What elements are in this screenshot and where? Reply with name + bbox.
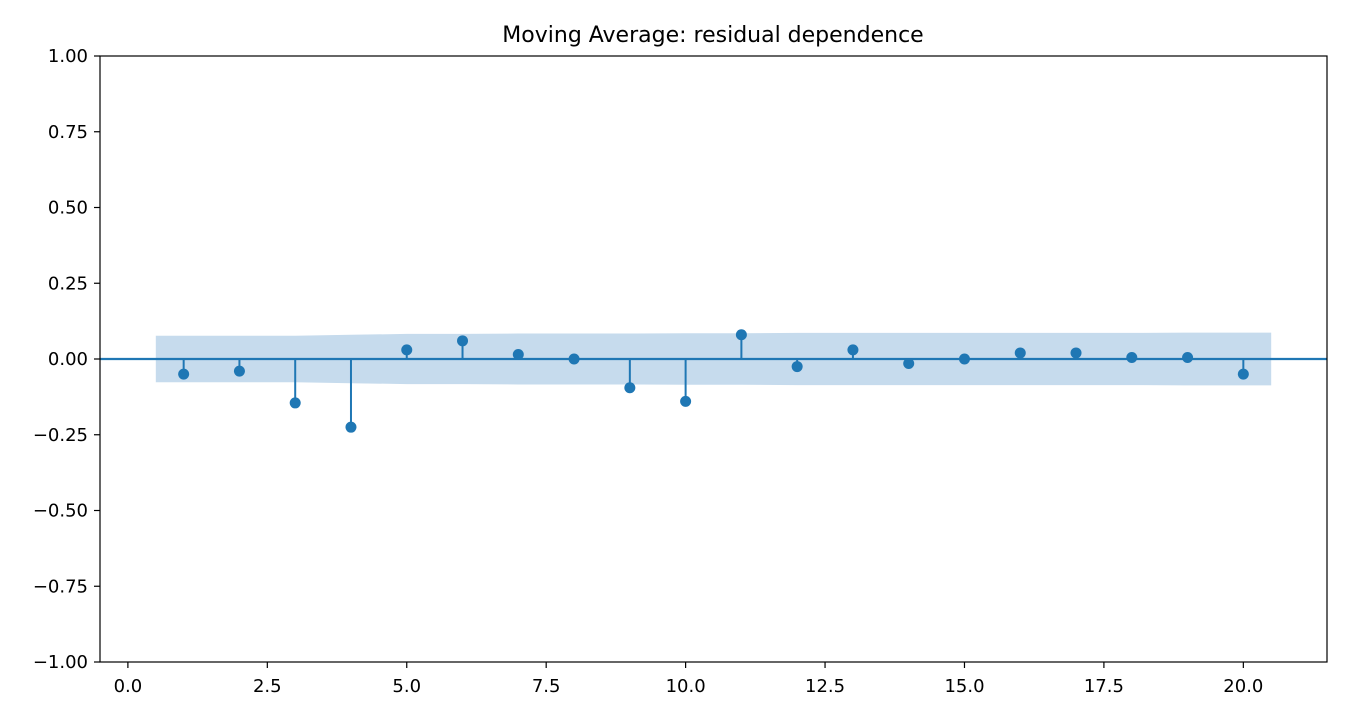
x-tick-label: 12.5 bbox=[805, 676, 845, 697]
marker-10 bbox=[680, 395, 692, 407]
y-tick-label: −0.25 bbox=[33, 425, 88, 446]
markers-layer bbox=[178, 329, 1249, 433]
marker-13 bbox=[847, 344, 859, 356]
y-tick-label: 0.50 bbox=[48, 198, 88, 219]
x-tick-label: 15.0 bbox=[944, 676, 984, 697]
y-tick-label: 0.75 bbox=[48, 122, 88, 143]
x-tick-label: 7.5 bbox=[532, 676, 561, 697]
marker-6 bbox=[457, 335, 469, 347]
marker-9 bbox=[624, 382, 636, 394]
axes-layer: 1.00 0.75 0.50 0.25 0.00 −0.25 −0.50 −0.75 −1.00… bbox=[33, 46, 1328, 697]
marker-5 bbox=[401, 344, 413, 356]
marker-14 bbox=[903, 358, 915, 370]
y-tick-label: 0.00 bbox=[48, 349, 88, 370]
marker-4 bbox=[345, 421, 357, 433]
y-tick-label: −0.75 bbox=[33, 576, 88, 597]
marker-2 bbox=[233, 365, 245, 377]
x-tick-label: 2.5 bbox=[253, 676, 282, 697]
x-tick-label: 20.0 bbox=[1223, 676, 1263, 697]
marker-11 bbox=[735, 329, 747, 341]
marker-12 bbox=[791, 361, 803, 373]
marker-17 bbox=[1070, 347, 1082, 359]
marker-1 bbox=[178, 368, 190, 380]
marker-16 bbox=[1014, 347, 1026, 359]
marker-20 bbox=[1237, 368, 1249, 380]
y-tick-label: −1.00 bbox=[33, 652, 88, 673]
y-tick-label: 1.00 bbox=[48, 46, 88, 67]
marker-3 bbox=[289, 397, 301, 409]
marker-18 bbox=[1126, 351, 1138, 363]
marker-15 bbox=[958, 353, 970, 365]
x-tick-label: 0.0 bbox=[114, 676, 143, 697]
x-tick-label: 5.0 bbox=[392, 676, 421, 697]
y-tick-label: 0.25 bbox=[48, 273, 88, 294]
marker-8 bbox=[568, 353, 580, 365]
y-tick-label: −0.50 bbox=[33, 501, 88, 522]
x-tick-label: 10.0 bbox=[666, 676, 706, 697]
marker-19 bbox=[1182, 351, 1194, 363]
chart-title: Moving Average: residual dependence bbox=[502, 23, 923, 48]
x-tick-label: 17.5 bbox=[1084, 676, 1124, 697]
marker-7 bbox=[512, 348, 524, 360]
